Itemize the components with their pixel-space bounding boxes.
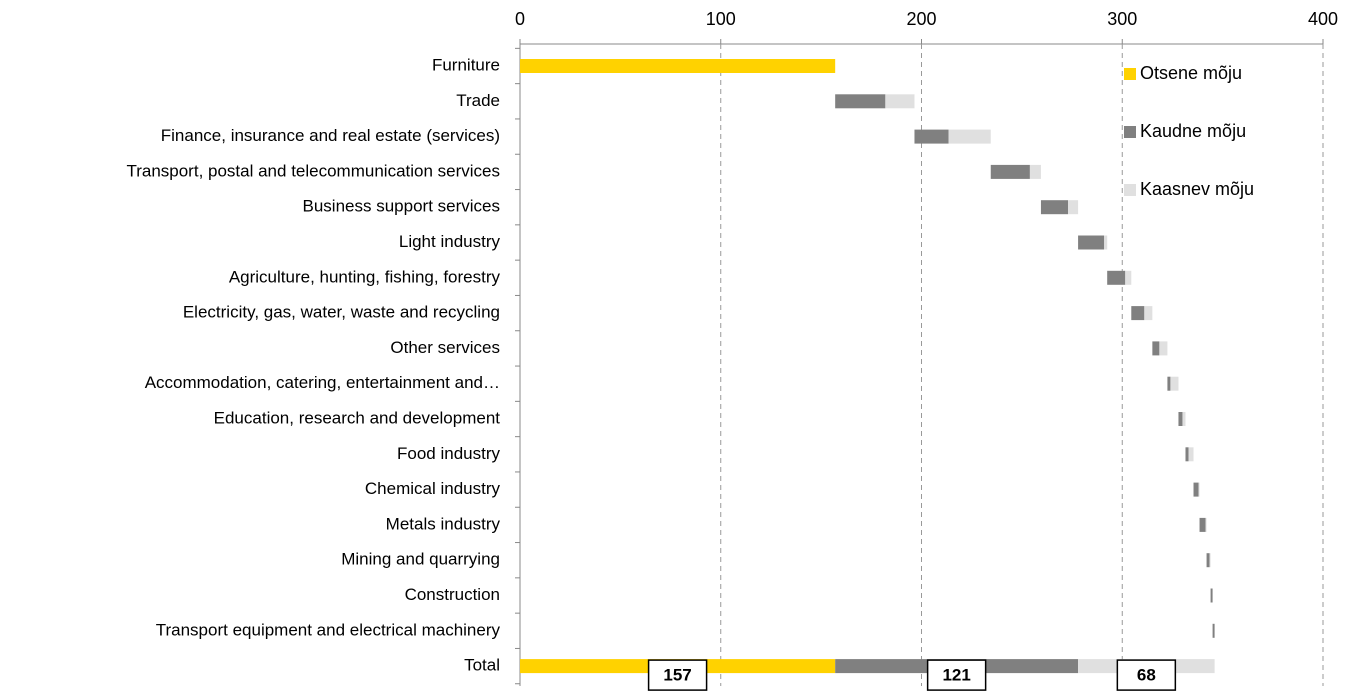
category-label: Business support services [303, 197, 500, 216]
value-label: 157 [663, 666, 691, 685]
bar-segment [990, 164, 1030, 179]
bar-segment [1185, 447, 1189, 462]
bar-segment [1170, 376, 1179, 391]
category-label: Metals industry [386, 514, 501, 533]
category-label: Other services [390, 338, 500, 357]
bar-segment [1125, 270, 1132, 285]
bar-segment [835, 94, 886, 109]
bar-segment [1178, 412, 1183, 426]
x-tick-label: 400 [1308, 9, 1338, 29]
category-label: Transport equipment and electrical machi… [156, 620, 501, 639]
category-label: Trade [456, 91, 500, 110]
x-tick-label: 100 [706, 9, 736, 29]
value-label-box [647, 659, 708, 691]
x-tick-label: 0 [515, 9, 525, 29]
category-label: Education, research and development [214, 408, 501, 427]
bar-segment [948, 129, 991, 144]
category-label: Agriculture, hunting, fishing, forestry [229, 267, 501, 286]
category-label: Mining and quarrying [341, 550, 500, 569]
bar-segment [914, 129, 949, 144]
bar-segment [1199, 517, 1206, 532]
legend-swatch [1124, 184, 1136, 196]
category-label: Electricity, gas, water, waste and recyc… [183, 303, 500, 322]
bar-segment [1029, 164, 1041, 179]
category-label: Light industry [399, 232, 501, 251]
bar-segment [1188, 447, 1194, 462]
category-label: Furniture [432, 55, 500, 74]
category-label: Finance, insurance and real estate (serv… [161, 126, 500, 145]
bar-segment [885, 94, 915, 109]
bar-segment [1198, 482, 1200, 497]
x-tick-label: 300 [1107, 9, 1137, 29]
category-label: Total [464, 656, 500, 675]
value-label-box [1116, 659, 1177, 691]
value-label: 68 [1137, 666, 1156, 685]
bar-segment [1104, 235, 1108, 250]
legend-swatch [1124, 68, 1136, 80]
category-label: Transport, postal and telecommunication … [126, 161, 500, 180]
category-label: Construction [405, 585, 500, 604]
category-label: Food industry [397, 444, 500, 463]
legend-swatch [1124, 126, 1136, 138]
bar-segment [1182, 412, 1186, 426]
x-tick-label: 200 [906, 9, 936, 29]
category-label: Chemical industry [365, 479, 501, 498]
legend-label: Kaasnev mõju [1140, 179, 1254, 199]
bar-segment [1205, 517, 1207, 532]
bar-segment [1209, 553, 1211, 568]
bar-segment [1210, 588, 1213, 603]
bar-segment [1193, 482, 1199, 497]
bar-segment [1040, 200, 1069, 215]
bar-segment [1131, 306, 1145, 321]
bar-segment [1068, 200, 1079, 215]
bar-segment [520, 59, 836, 73]
bar-segment [1078, 235, 1105, 250]
bar-segment [1206, 553, 1210, 568]
bar-segment [1152, 341, 1160, 356]
bar-segment [1212, 623, 1215, 638]
category-label: Accommodation, catering, entertainment a… [145, 373, 500, 392]
bar-segment [1107, 270, 1126, 285]
legend-label: Kaudne mõju [1140, 121, 1246, 141]
bar-segment [1167, 376, 1171, 391]
bar-segment [1159, 341, 1168, 356]
value-label-box [926, 659, 987, 691]
value-label: 121 [942, 666, 970, 685]
legend-label: Otsene mõju [1140, 63, 1242, 83]
bar-segment [1144, 306, 1153, 321]
